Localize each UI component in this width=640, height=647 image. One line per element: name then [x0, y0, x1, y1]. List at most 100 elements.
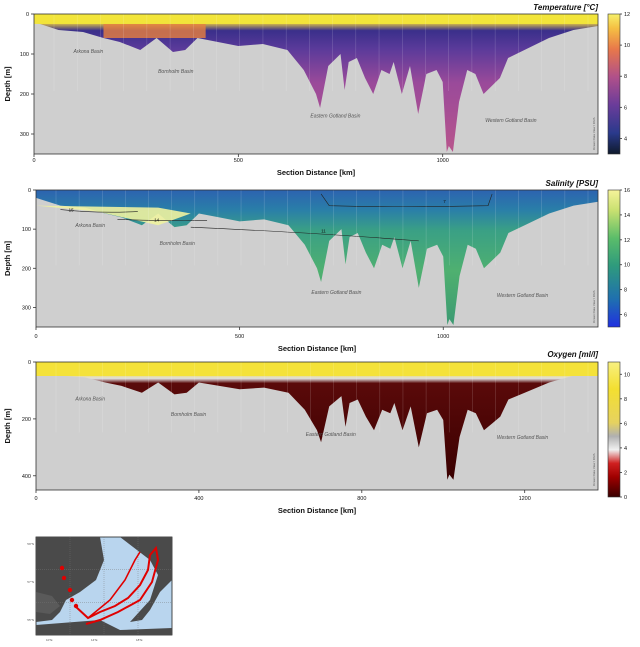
y-tick-label: 200: [20, 92, 29, 98]
basin-label: Arkona Basin: [72, 49, 103, 55]
y-tick-label: 100: [20, 52, 29, 58]
map-lon-label: 10°E: [46, 638, 53, 642]
y-tick-label: 400: [22, 474, 31, 480]
isohaline-label: 14: [154, 217, 160, 222]
section-track-branch: [87, 551, 141, 619]
isohaline-14: [117, 219, 208, 222]
basin-label: Arkona Basin: [74, 223, 105, 229]
chart-title: Salinity [PSU]: [546, 179, 599, 188]
plot-frame: [33, 13, 599, 155]
colorbar-tick-label: 12: [624, 12, 630, 18]
isohaline-label: 7: [443, 199, 446, 204]
y-tick-label: 0: [28, 188, 31, 194]
credit-text: Ocean Data View / DIVA: [592, 290, 596, 323]
isohaline-label: 11: [321, 228, 326, 233]
basin-label: Bornholm Basin: [158, 69, 194, 75]
isohaline-15: [60, 209, 138, 213]
colorbar-tick-label: 4: [624, 446, 627, 452]
y-axis-label: Depth [m]: [3, 241, 12, 276]
x-tick-label: 500: [235, 334, 244, 340]
panel-oxygen: Arkona Basin Bornholm Basin Eastern Gotlan…: [3, 350, 630, 515]
colorbar-tick-label: 10: [624, 43, 630, 49]
x-axis-label: Section Distance [km]: [278, 344, 357, 353]
station-marker: [61, 575, 67, 581]
colorbar-tick-label: 12: [624, 238, 630, 244]
water-field: [36, 190, 598, 326]
basin-label: Bornholm Basin: [160, 241, 196, 247]
colorbar-tick-label: 6: [624, 105, 627, 111]
map-lat-label: 57°N: [27, 580, 34, 584]
colorbar: [607, 13, 621, 155]
colorbar: [607, 361, 621, 498]
colorbar-tick-label: 2: [624, 470, 627, 476]
map-lat-label: 59°N: [27, 542, 34, 546]
land-denmark: [36, 592, 60, 614]
y-tick-label: 300: [22, 305, 31, 311]
colorbar-tick-label: 8: [624, 288, 627, 294]
plot-frame: [35, 361, 599, 491]
basin-label: Bornholm Basin: [171, 412, 207, 418]
colorbar: [607, 189, 621, 328]
colorbar-tick-label: 8: [624, 397, 627, 403]
x-axis-label: Section Distance [km]: [278, 506, 357, 515]
basin-label: Western Gotland Basin: [497, 435, 549, 441]
water-field: [36, 362, 598, 480]
credit-text: Ocean Data View / DIVA: [592, 117, 596, 150]
station-marker: [69, 597, 75, 603]
water-field: [34, 14, 598, 152]
basin-label: Eastern Gotland Basin: [311, 290, 361, 296]
basin-label: Eastern Gotland Basin: [306, 432, 356, 438]
y-axis-label: Depth [m]: [3, 66, 12, 101]
basin-label: Arkona Basin: [74, 396, 105, 402]
colorbar-tick-label: 10: [624, 263, 630, 269]
x-axis-label: Section Distance [km]: [277, 168, 356, 177]
x-tick-label: 400: [194, 496, 203, 502]
x-tick-label: 1000: [437, 158, 449, 164]
oxygenated-surface: [36, 362, 598, 376]
basin-label: Eastern Gotland Basin: [310, 114, 360, 120]
credit-text: Ocean Data View / DIVA: [592, 453, 596, 486]
colorbar-tick-label: 6: [624, 313, 627, 319]
basin-label: Western Gotland Basin: [485, 118, 537, 124]
y-tick-label: 0: [28, 360, 31, 366]
x-tick-label: 1000: [437, 334, 449, 340]
y-tick-label: 0: [26, 12, 29, 18]
section-track: [74, 545, 160, 625]
surface-warm-layer: [34, 14, 598, 24]
colorbar-tick-label: 0: [624, 495, 627, 501]
panel-salinity: 15 14 11 7 Arkona Basin Bornholm Basin Eastern…: [3, 179, 630, 353]
y-axis-label: Depth [m]: [3, 408, 12, 443]
colorbar-tick-label: 6: [624, 421, 627, 427]
colorbar-tick-label: 14: [624, 213, 630, 219]
isohaline-7: [320, 193, 493, 207]
x-tick-label: 1200: [519, 496, 531, 502]
map-lon-label: 18°E: [136, 638, 143, 642]
y-tick-label: 300: [20, 132, 29, 138]
chart-title: Oxygen [ml/l]: [547, 350, 598, 359]
isohaline-11: [190, 226, 419, 242]
station-marker: [73, 603, 79, 609]
x-tick-label: 0: [32, 158, 35, 164]
map-lat-label: 55°N: [27, 618, 34, 622]
basin-label: Western Gotland Basin: [497, 293, 549, 299]
y-tick-label: 200: [22, 417, 31, 423]
land-baltic-east: [120, 537, 172, 622]
y-tick-label: 100: [22, 227, 31, 233]
map-lon-label: 14°E: [91, 638, 98, 642]
station-marker: [59, 565, 65, 571]
chart-title: Temperature [°C]: [533, 3, 598, 12]
x-tick-label: 0: [34, 496, 37, 502]
x-tick-label: 0: [34, 334, 37, 340]
y-tick-label: 200: [22, 266, 31, 272]
x-tick-label: 800: [357, 496, 366, 502]
panel-temperature: Arkona Basin Bornholm Basin Eastern Gotlan…: [3, 3, 630, 177]
colorbar-tick-label: 10: [624, 372, 630, 378]
colorbar-tick-label: 4: [624, 136, 627, 142]
plot-frame: [35, 189, 599, 328]
warm-intrusion: [103, 24, 206, 38]
isohaline-label: 15: [69, 208, 75, 213]
colorbar-tick-label: 16: [624, 188, 630, 194]
colorbar-tick-label: 8: [624, 74, 627, 80]
x-tick-label: 500: [234, 158, 243, 164]
